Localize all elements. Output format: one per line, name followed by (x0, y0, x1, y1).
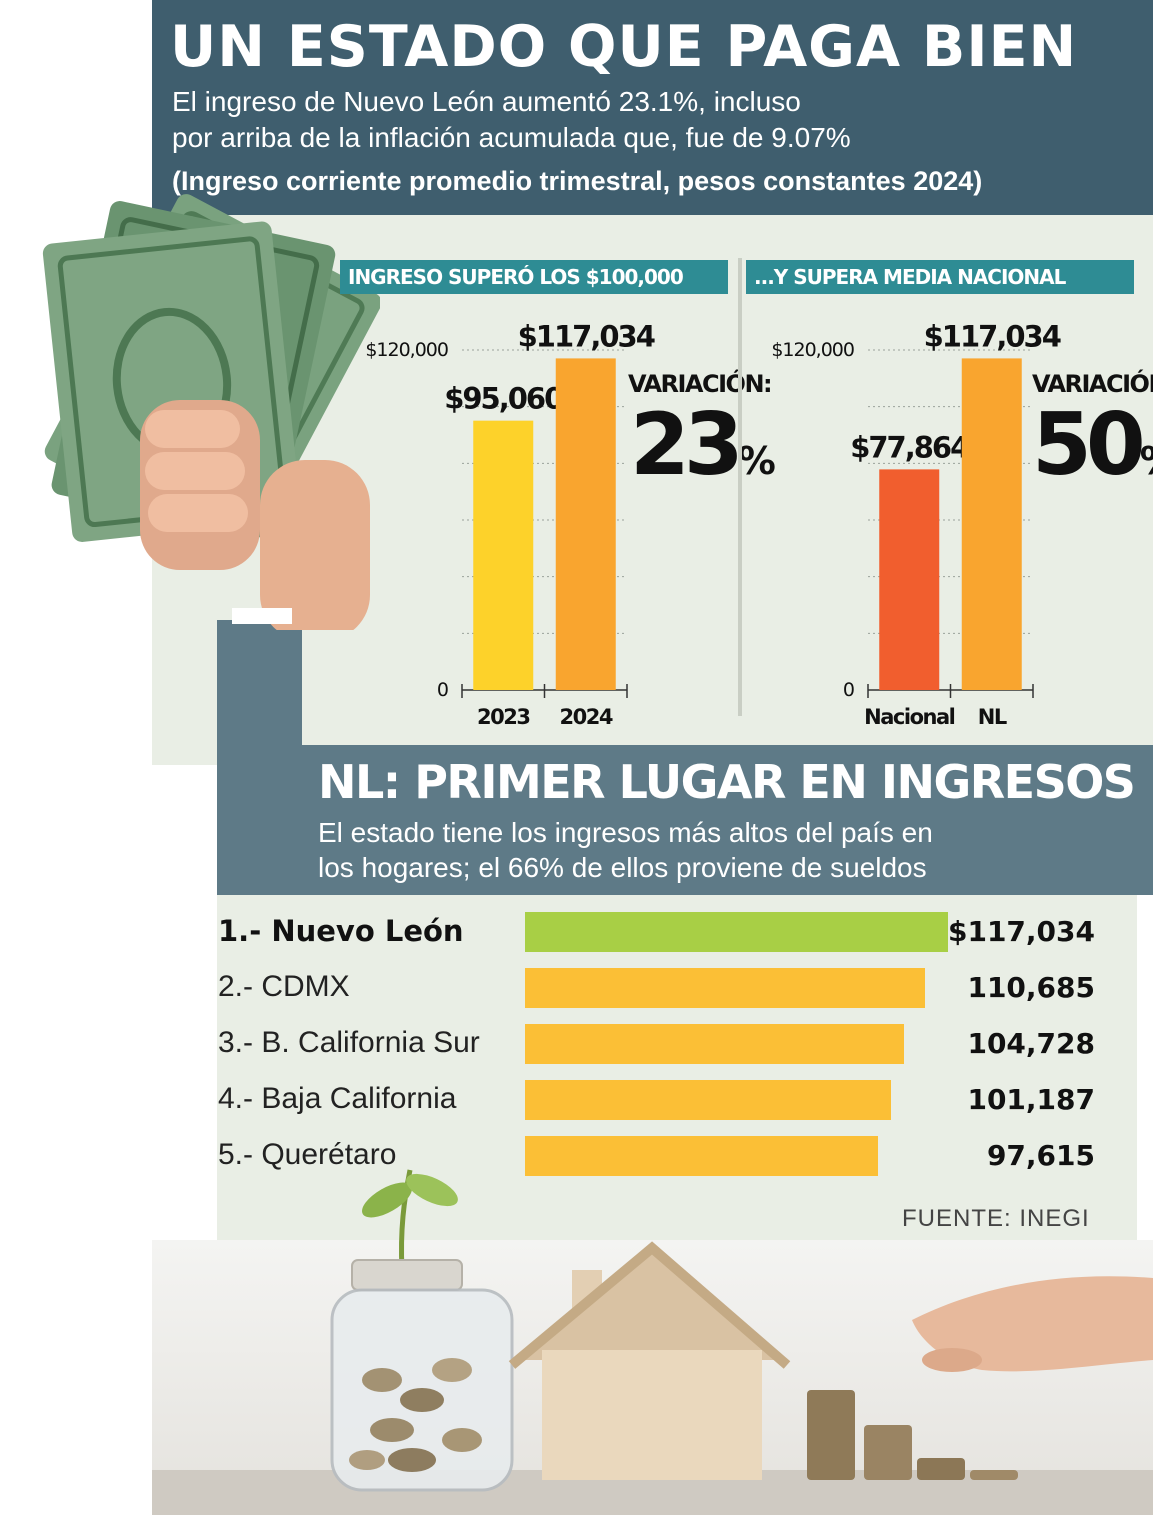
ranking-label: 3.- B. California Sur (218, 1026, 480, 1059)
ranking-subtitle-line-1: El estado tiene los ingresos más altos d… (318, 817, 933, 848)
chart2-variation-label: VARIACIÓN: (1032, 370, 1153, 398)
chart2-category-label: Nacional (864, 705, 954, 729)
chart1-y-tick-label: $120,000 (365, 339, 448, 361)
house-icon (508, 1241, 791, 1480)
chart1-variation-label: VARIACIÓN: (628, 370, 773, 398)
chart1-value-label: $95,060 (444, 382, 563, 416)
chart2-variation-value: 50% (1032, 395, 1153, 495)
chart1-title: INGRESO SUPERÓ LOS $100,000 (340, 260, 728, 294)
chart2-bar-nacional (879, 469, 940, 690)
chart2-title: ...Y SUPERA MEDIA NACIONAL (746, 260, 1134, 294)
ranking-bar (525, 912, 948, 952)
chart1-y-tick-label: 0 (437, 679, 448, 701)
page-title: UN ESTADO QUE PAGA BIEN (170, 14, 1078, 80)
subtitle-line-1: El ingreso de Nuevo León aumentó 23.1%, … (172, 86, 801, 117)
savings-scene-illustration (152, 1169, 1153, 1515)
chart1-variation-unit: % (737, 439, 776, 483)
subtitle-line-3: (Ingreso corriente promedio trimestral, … (172, 166, 983, 196)
ranking-title: NL: PRIMER LUGAR EN INGRESOS (318, 755, 1136, 809)
ranking-value: $117,034 (947, 915, 1095, 948)
ranking-bar (525, 968, 926, 1008)
chart1-plot: 0 $120,000 $95,060 2023 $117,034 2024 (365, 319, 656, 729)
ranking-header-banner (217, 745, 1153, 895)
chart2-variation-number: 50 (1032, 395, 1146, 495)
chart1-bar-2023 (473, 420, 534, 690)
chart1-variation-number: 23 (630, 395, 744, 495)
chart1-category-label: 2024 (560, 705, 613, 729)
chart1-bar-2024 (555, 358, 616, 690)
chart2-category-label: NL (978, 705, 1007, 729)
chart2-plot: 0 $120,000 $77,864 Nacional $117,034 NL (771, 319, 1062, 729)
chart1-value-label: $117,034 (518, 319, 655, 353)
ranking-bar (525, 1136, 878, 1176)
ranking-label: 5.- Querétaro (218, 1138, 397, 1171)
ranking-label: 1.- Nuevo León (218, 914, 464, 948)
chart2-value-label: $77,864 (850, 430, 969, 464)
chart2-y-tick-label: $120,000 (771, 339, 854, 361)
ranking-subtitle-line-2: los hogares; el 66% de ellos proviene de… (318, 852, 927, 883)
chart2-bar-nl (961, 358, 1022, 690)
ranking-value: 101,187 (967, 1083, 1095, 1116)
ranking-bar (525, 1080, 891, 1120)
plant-icon (362, 1169, 458, 1271)
ranking-value: 104,728 (967, 1027, 1095, 1060)
ranking-label: 2.- CDMX (218, 970, 350, 1003)
source-note: FUENTE: INEGI (902, 1205, 1090, 1232)
money-hand-icon (42, 194, 380, 630)
ranking-value: 110,685 (967, 971, 1095, 1004)
coin-stacks-icon (807, 1390, 1018, 1480)
chart-divider (738, 258, 742, 716)
ranking-bar (525, 1024, 904, 1064)
ranking-panel (217, 895, 1137, 1240)
hand-icon (912, 1276, 1153, 1372)
chart2-y-tick-label: 0 (843, 679, 854, 701)
chart1-category-label: 2023 (477, 705, 529, 729)
ranking-value: 97,615 (986, 1139, 1095, 1172)
ranking-label: 4.- Baja California (218, 1082, 457, 1115)
chart2-variation-unit: % (1140, 439, 1153, 483)
chart1-variation-value: 23% (630, 395, 776, 495)
coin-jar-icon (330, 1259, 514, 1492)
header-banner (152, 0, 1153, 215)
subtitle-line-2: por arriba de la inflación acumulada que… (172, 122, 851, 153)
chart2-value-label: $117,034 (924, 319, 1061, 353)
